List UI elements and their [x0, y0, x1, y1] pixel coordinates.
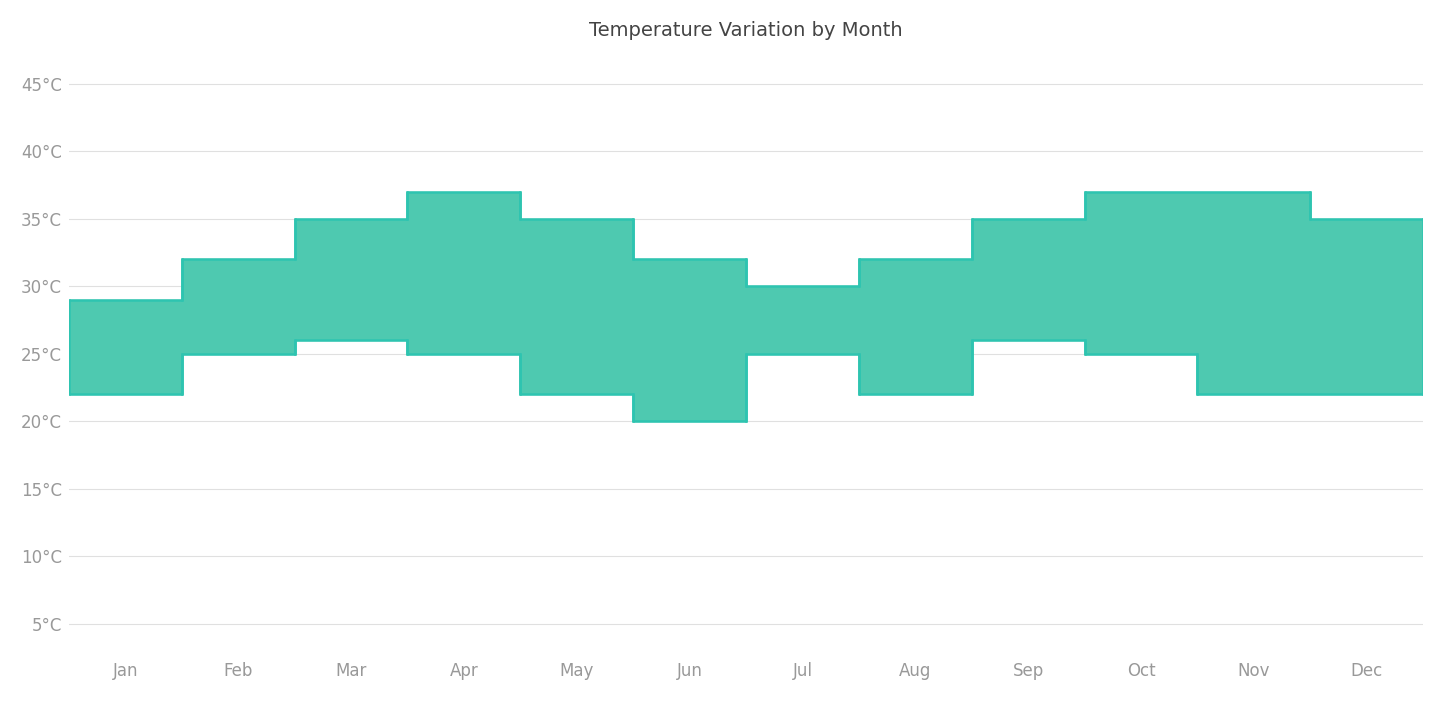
- Polygon shape: [69, 192, 1424, 421]
- Title: Temperature Variation by Month: Temperature Variation by Month: [589, 21, 902, 40]
